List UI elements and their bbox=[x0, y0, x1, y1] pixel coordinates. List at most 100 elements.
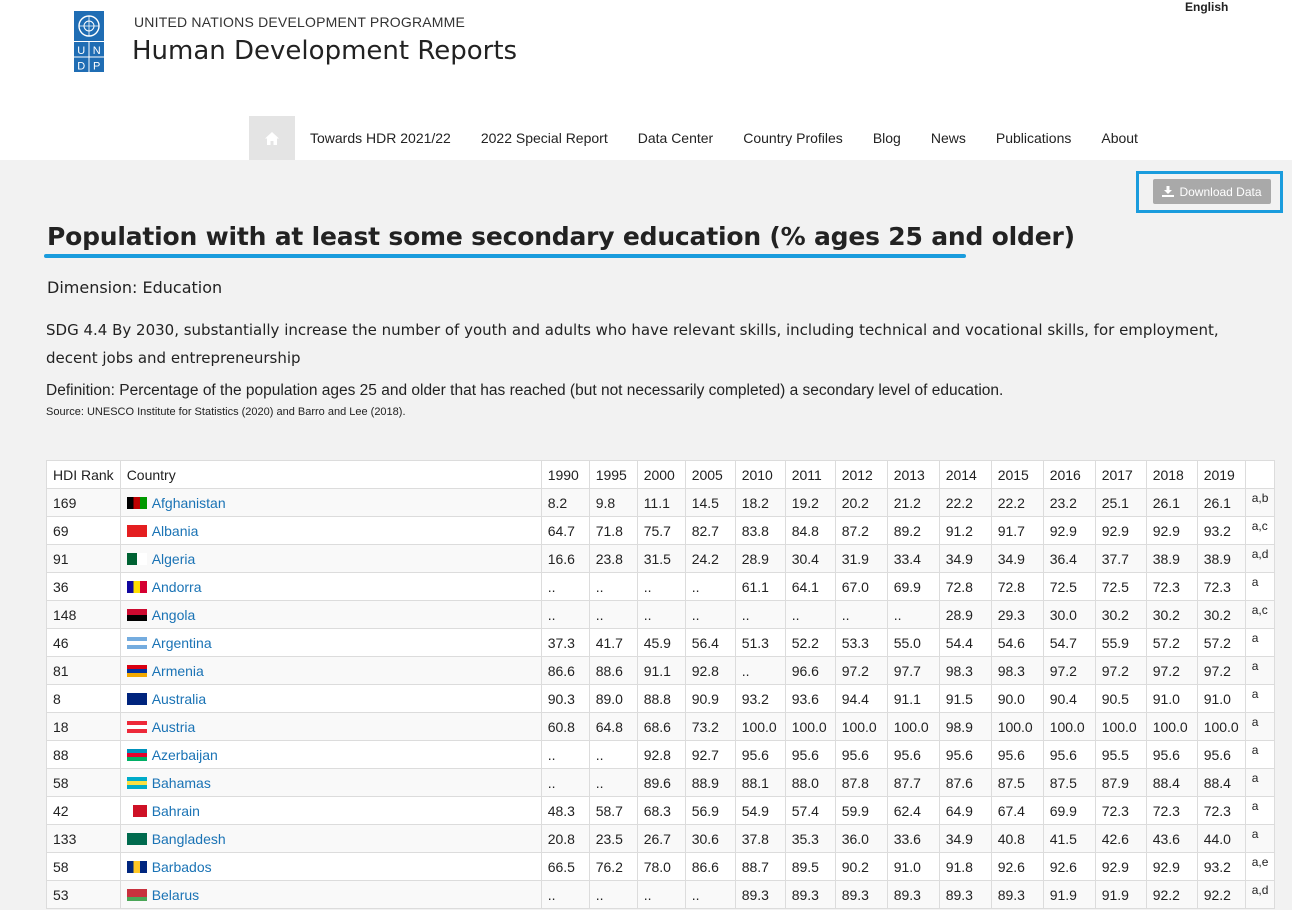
country-link[interactable]: Barbados bbox=[126, 859, 535, 875]
country-cell: Bahrain bbox=[119, 796, 542, 825]
note-link[interactable]: a,c bbox=[1244, 600, 1276, 629]
country-link[interactable]: Bahamas bbox=[126, 775, 535, 791]
header-year-2000[interactable]: 2000 bbox=[636, 460, 686, 489]
nav-item-towards-hdr[interactable]: Towards HDR 2021/22 bbox=[310, 130, 451, 146]
country-link[interactable]: Armenia bbox=[126, 663, 535, 679]
note-link[interactable]: a bbox=[1244, 684, 1276, 713]
logo-letter-d: D bbox=[77, 61, 85, 73]
value-cell: 34.9 bbox=[990, 544, 1044, 573]
value-cell: 52.2 bbox=[784, 628, 836, 657]
value-cell: 91.9 bbox=[1042, 880, 1096, 909]
nav-item-about[interactable]: About bbox=[1101, 130, 1138, 146]
value-cell: 20.2 bbox=[834, 488, 888, 517]
note-link[interactable]: a bbox=[1244, 796, 1276, 825]
country-cell: Barbados bbox=[119, 852, 542, 881]
flag-icon bbox=[126, 580, 147, 593]
value-cell: .. bbox=[684, 880, 736, 909]
country-link[interactable]: Australia bbox=[126, 691, 535, 707]
header-year-2018[interactable]: 2018 bbox=[1145, 460, 1198, 489]
header-year-2013[interactable]: 2013 bbox=[886, 460, 940, 489]
country-link[interactable]: Argentina bbox=[126, 635, 535, 651]
header-year-1995[interactable]: 1995 bbox=[588, 460, 638, 489]
note-link[interactable]: a bbox=[1244, 572, 1276, 601]
note-link[interactable]: a bbox=[1244, 740, 1276, 769]
undp-logo[interactable]: U N D P bbox=[74, 11, 104, 72]
flag-icon bbox=[126, 664, 147, 677]
note-link[interactable]: a bbox=[1244, 768, 1276, 797]
value-cell: 88.0 bbox=[784, 768, 836, 797]
nav-item-country-profiles[interactable]: Country Profiles bbox=[743, 130, 843, 146]
header-notes[interactable] bbox=[1244, 460, 1276, 489]
country-link[interactable]: Belarus bbox=[126, 887, 535, 903]
flag-icon bbox=[126, 636, 147, 649]
value-cell: 91.0 bbox=[1196, 684, 1246, 713]
country-link[interactable]: Albania bbox=[126, 523, 535, 539]
value-cell: 91.5 bbox=[938, 684, 992, 713]
header-year-2014[interactable]: 2014 bbox=[938, 460, 992, 489]
value-cell: .. bbox=[886, 600, 940, 629]
value-cell: 87.6 bbox=[938, 768, 992, 797]
value-cell: 72.8 bbox=[990, 572, 1044, 601]
country-link[interactable]: Bangladesh bbox=[126, 831, 535, 847]
value-cell: 93.6 bbox=[784, 684, 836, 713]
header-year-2016[interactable]: 2016 bbox=[1042, 460, 1096, 489]
note-link[interactable]: a,b bbox=[1244, 488, 1276, 517]
value-cell: 95.6 bbox=[1042, 740, 1096, 769]
value-cell: 41.5 bbox=[1042, 824, 1096, 853]
header-year-2017[interactable]: 2017 bbox=[1094, 460, 1147, 489]
value-cell: 54.9 bbox=[734, 796, 786, 825]
hdi-rank-cell: 53 bbox=[46, 880, 121, 909]
header-hdi-rank[interactable]: HDI Rank bbox=[46, 460, 121, 489]
value-cell: 97.7 bbox=[886, 656, 940, 685]
value-cell: 54.7 bbox=[1042, 628, 1096, 657]
country-link[interactable]: Bahrain bbox=[126, 803, 535, 819]
value-cell: 23.2 bbox=[1042, 488, 1096, 517]
site-title[interactable]: Human Development Reports bbox=[132, 36, 518, 66]
nav-home[interactable] bbox=[249, 116, 295, 160]
download-data-button[interactable]: Download Data bbox=[1153, 179, 1271, 204]
nav-item-news[interactable]: News bbox=[930, 130, 966, 146]
value-cell: 28.9 bbox=[734, 544, 786, 573]
header-country[interactable]: Country bbox=[119, 460, 542, 489]
country-link[interactable]: Andorra bbox=[126, 579, 535, 595]
country-link[interactable]: Austria bbox=[126, 719, 535, 735]
value-cell: 68.6 bbox=[636, 712, 686, 741]
value-cell: 90.9 bbox=[684, 684, 736, 713]
download-highlight bbox=[1136, 171, 1283, 213]
country-link[interactable]: Angola bbox=[126, 607, 535, 623]
country-link[interactable]: Afghanistan bbox=[126, 495, 535, 511]
value-cell: 95.6 bbox=[734, 740, 786, 769]
language-selector[interactable]: English bbox=[1185, 0, 1229, 14]
note-link[interactable]: a bbox=[1244, 656, 1276, 685]
header-year-2012[interactable]: 2012 bbox=[834, 460, 888, 489]
header-year-2005[interactable]: 2005 bbox=[684, 460, 736, 489]
nav-item-special-report[interactable]: 2022 Special Report bbox=[480, 130, 608, 146]
nav-item-blog[interactable]: Blog bbox=[872, 130, 901, 146]
nav-item-data-center[interactable]: Data Center bbox=[637, 130, 714, 146]
org-name: UNITED NATIONS DEVELOPMENT PROGRAMME bbox=[134, 14, 466, 30]
note-link[interactable]: a,e bbox=[1244, 852, 1276, 881]
note-link[interactable]: a,d bbox=[1244, 544, 1276, 573]
note-link[interactable]: a bbox=[1244, 628, 1276, 657]
header-year-2019[interactable]: 2019 bbox=[1196, 460, 1246, 489]
value-cell: 87.8 bbox=[834, 768, 888, 797]
header-year-2015[interactable]: 2015 bbox=[990, 460, 1044, 489]
nav-item-publications[interactable]: Publications bbox=[995, 130, 1072, 146]
note-link[interactable]: a bbox=[1244, 824, 1276, 853]
value-cell: 95.6 bbox=[1196, 740, 1246, 769]
note-link[interactable]: a,d bbox=[1244, 880, 1276, 909]
value-cell: 48.3 bbox=[540, 796, 590, 825]
note-link[interactable]: a bbox=[1244, 712, 1276, 741]
country-link[interactable]: Algeria bbox=[126, 551, 535, 567]
value-cell: 8.2 bbox=[540, 488, 590, 517]
value-cell: 38.9 bbox=[1196, 544, 1246, 573]
header-year-2011[interactable]: 2011 bbox=[784, 460, 836, 489]
value-cell: 95.6 bbox=[834, 740, 888, 769]
header-year-1990[interactable]: 1990 bbox=[540, 460, 590, 489]
value-cell: 72.3 bbox=[1196, 796, 1246, 825]
hdi-rank-cell: 42 bbox=[46, 796, 121, 825]
note-link[interactable]: a,c bbox=[1244, 516, 1276, 545]
country-link[interactable]: Azerbaijan bbox=[126, 747, 535, 763]
value-cell: 93.2 bbox=[1196, 852, 1246, 881]
header-year-2010[interactable]: 2010 bbox=[734, 460, 786, 489]
